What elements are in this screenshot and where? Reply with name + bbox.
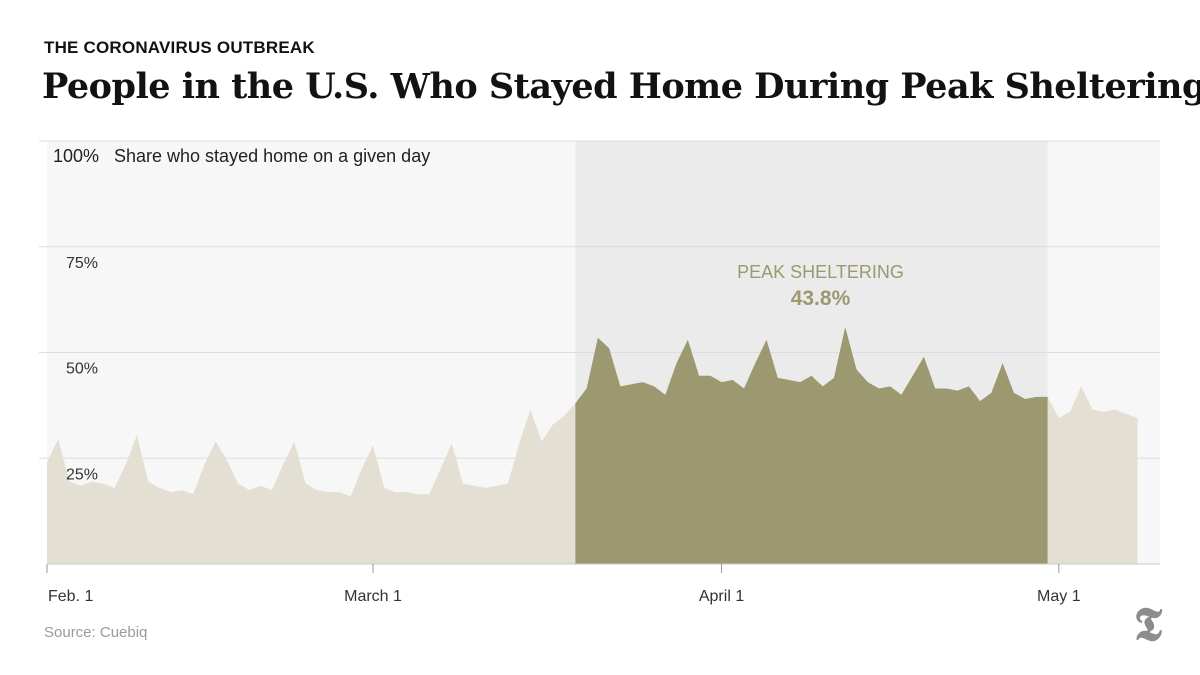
- y-tick-label: 50%: [66, 361, 98, 378]
- source-note: Source: Cuebiq: [44, 624, 148, 641]
- y-tick-labels: 25% 50% 75% 100%: [53, 146, 99, 483]
- kicker: THE CORONAVIRUS OUTBREAK: [44, 38, 315, 57]
- y-tick-label: 25%: [66, 466, 98, 483]
- page-title: People in the U.S. Who Stayed Home Durin…: [42, 66, 1200, 107]
- area-peak: [575, 327, 1048, 564]
- y-tick-label: 75%: [66, 255, 98, 272]
- x-tick-label: May 1: [1037, 588, 1081, 605]
- x-tick-label: April 1: [699, 588, 744, 605]
- x-axis: Feb. 1 March 1 April 1 May 1: [46, 563, 1160, 605]
- peak-label: PEAK SHELTERING: [737, 262, 904, 282]
- x-tick-label: March 1: [344, 588, 402, 605]
- nyt-logo-icon: 𝕿: [1133, 597, 1163, 651]
- y-tick-label: 100%: [53, 146, 99, 166]
- peak-value: 43.8%: [791, 287, 851, 310]
- x-tick-label: Feb. 1: [48, 588, 93, 605]
- y-axis-label: Share who stayed home on a given day: [114, 146, 430, 166]
